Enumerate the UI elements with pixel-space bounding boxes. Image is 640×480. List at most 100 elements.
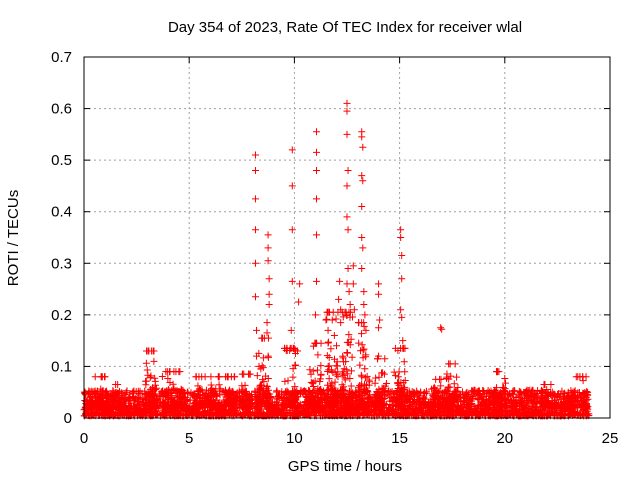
data-point	[309, 379, 317, 387]
data-point	[345, 288, 353, 296]
data-point	[329, 368, 337, 376]
data-point	[394, 379, 402, 387]
data-point	[381, 355, 389, 363]
data-point	[301, 387, 309, 395]
data-point	[226, 386, 234, 394]
x-tick-label: 15	[391, 430, 408, 447]
data-point	[343, 213, 351, 221]
data-point	[374, 392, 382, 400]
data-point	[98, 401, 106, 409]
data-point	[476, 411, 484, 419]
data-points	[80, 99, 593, 420]
data-point	[451, 360, 459, 368]
data-point	[515, 387, 523, 395]
data-point	[359, 409, 367, 417]
data-point	[291, 362, 299, 370]
data-point	[574, 373, 582, 381]
data-point	[372, 374, 380, 382]
data-point	[264, 352, 272, 360]
data-point	[151, 374, 159, 382]
data-point	[571, 404, 579, 412]
data-point	[344, 264, 352, 272]
chart-title: Day 354 of 2023, Rate Of TEC Index for r…	[168, 19, 522, 36]
data-point	[151, 377, 159, 385]
data-point	[366, 393, 374, 401]
data-point	[329, 386, 337, 394]
data-point	[253, 352, 261, 360]
data-point	[192, 373, 200, 381]
data-point	[152, 401, 160, 409]
data-point	[434, 407, 442, 415]
data-point	[147, 372, 155, 380]
data-point	[262, 398, 270, 406]
y-tick-label: 0.6	[51, 101, 72, 118]
data-point	[481, 403, 489, 411]
data-point	[375, 373, 383, 381]
data-point	[469, 387, 477, 395]
data-point	[169, 386, 177, 394]
data-point	[165, 368, 173, 376]
data-point	[253, 372, 261, 380]
data-point	[263, 329, 271, 337]
data-point	[274, 392, 282, 400]
x-tick-label: 10	[286, 430, 303, 447]
data-point	[361, 311, 369, 319]
data-point	[130, 407, 138, 415]
data-point	[208, 403, 216, 411]
data-point	[429, 411, 437, 419]
data-point	[97, 395, 105, 403]
data-point	[325, 354, 333, 362]
data-point	[272, 388, 280, 396]
data-point	[307, 396, 315, 404]
plot-frame	[83, 56, 611, 419]
y-tick-label: 0.5	[51, 152, 72, 169]
data-point	[259, 410, 267, 418]
data-point	[344, 226, 352, 234]
data-point	[112, 380, 120, 388]
data-point	[364, 394, 372, 402]
data-point	[231, 396, 239, 404]
data-point	[142, 359, 150, 367]
data-point	[149, 347, 157, 355]
data-point	[263, 319, 271, 327]
data-point	[345, 400, 353, 408]
data-point	[161, 408, 169, 416]
data-point	[362, 351, 370, 359]
data-point	[207, 401, 215, 409]
data-point	[324, 326, 332, 334]
data-point	[357, 396, 365, 404]
data-point	[345, 395, 353, 403]
data-point	[343, 130, 351, 138]
data-point	[240, 398, 248, 406]
data-point	[87, 405, 95, 413]
data-point	[485, 405, 493, 413]
data-point	[453, 373, 461, 381]
data-point	[113, 402, 121, 410]
data-point	[289, 373, 297, 381]
data-point	[537, 388, 545, 396]
data-point	[415, 401, 423, 409]
data-point	[292, 408, 300, 416]
data-point	[508, 408, 516, 416]
data-point	[230, 411, 238, 419]
data-point	[117, 401, 125, 409]
data-point	[288, 402, 296, 410]
data-point	[522, 410, 530, 418]
data-point	[437, 324, 445, 332]
data-point	[170, 385, 178, 393]
data-point	[547, 391, 555, 399]
data-point	[498, 394, 506, 402]
data-point	[343, 338, 351, 346]
data-point	[388, 388, 396, 396]
data-point	[422, 395, 430, 403]
data-point	[436, 401, 444, 409]
y-tick-label: 0	[64, 410, 72, 427]
data-point	[108, 401, 116, 409]
data-point	[521, 403, 529, 411]
data-point	[208, 384, 216, 392]
data-point	[345, 331, 353, 339]
data-point	[264, 244, 272, 252]
data-point	[362, 326, 370, 334]
data-point	[301, 398, 309, 406]
